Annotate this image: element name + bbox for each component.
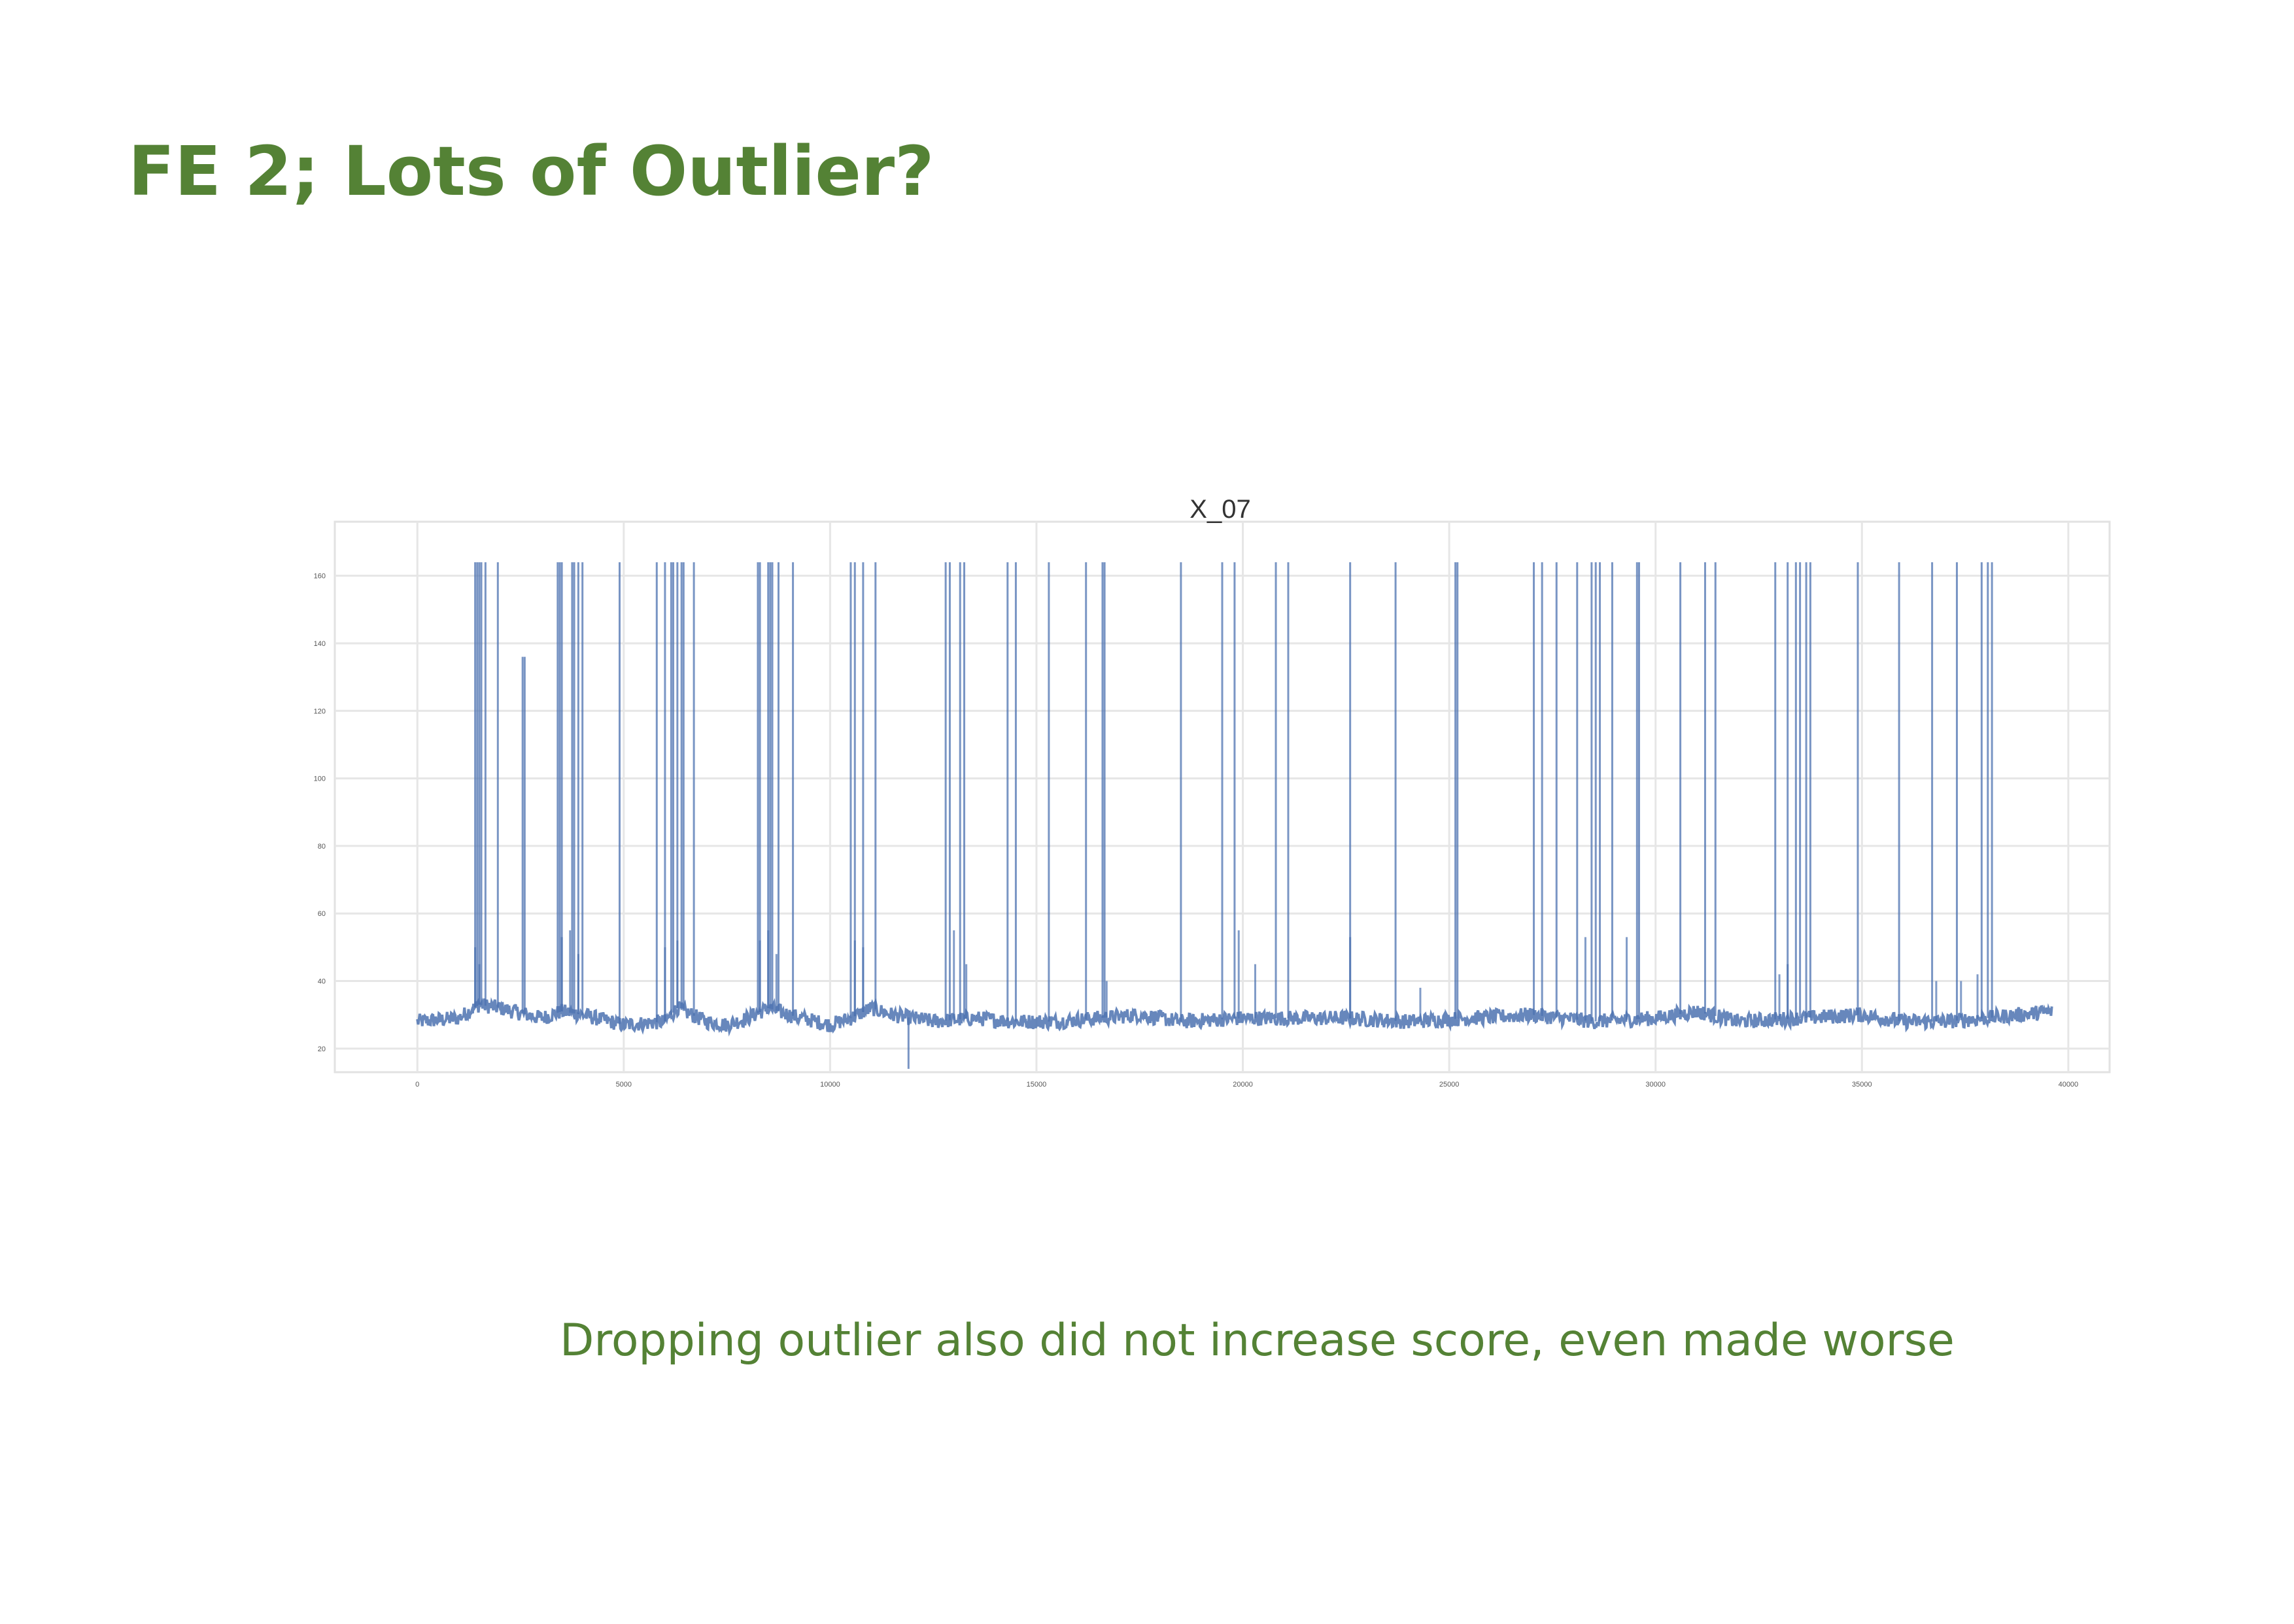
y-tick-label: 100 [314,775,326,783]
slide-title: FE 2; Lots of Outlier? [128,131,934,211]
x-tick-label: 0 [415,1081,419,1089]
chart-title: X_07 [1190,495,1250,524]
slide-caption: Dropping outlier also did not increase s… [560,1315,1955,1366]
x-tick-label: 40000 [2059,1081,2079,1089]
y-tick-label: 160 [314,573,326,581]
x-tick-label: 15000 [1027,1081,1047,1089]
x-tick-label: 5000 [616,1081,632,1089]
x-tick-label: 10000 [820,1081,840,1089]
y-tick-label: 140 [314,640,326,648]
y-tick-label: 120 [314,707,326,715]
x-tick-label: 30000 [1645,1081,1666,1089]
y-tick-label: 80 [318,843,326,851]
x-tick-label: 20000 [1233,1081,1253,1089]
x-tick-label: 35000 [1852,1081,1872,1089]
y-tick-label: 40 [318,978,326,986]
y-tick-label: 20 [318,1045,326,1053]
x-tick-label: 25000 [1439,1081,1460,1089]
y-tick-label: 60 [318,910,326,918]
